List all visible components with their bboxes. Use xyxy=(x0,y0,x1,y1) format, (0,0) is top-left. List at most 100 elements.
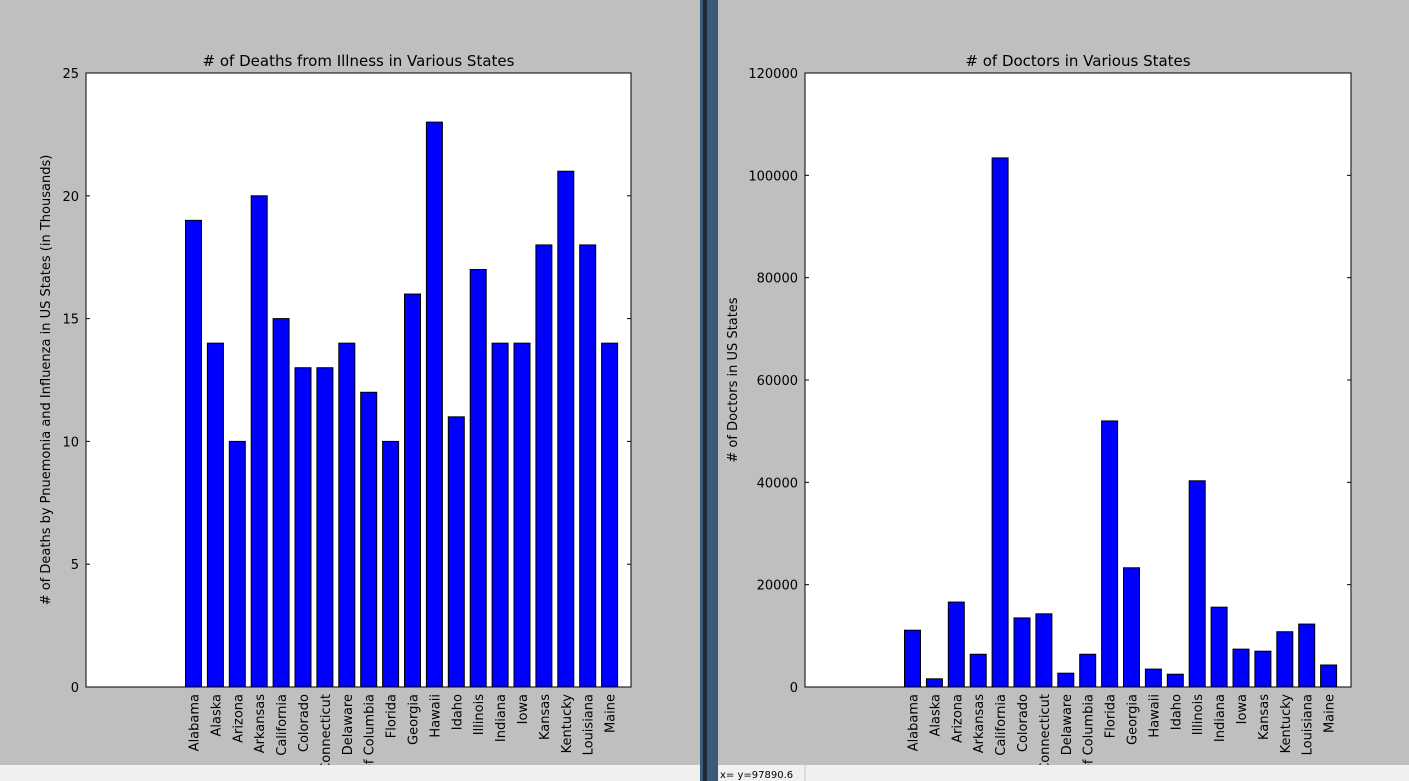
x-tick-label: Arkansas xyxy=(972,694,987,753)
bar xyxy=(447,416,465,688)
plot-area xyxy=(804,72,1352,688)
bar xyxy=(557,170,575,688)
x-tick-label: Idaho xyxy=(450,694,465,730)
bar xyxy=(250,195,268,688)
bar xyxy=(491,342,509,688)
x-tick-label: Connecticut xyxy=(1038,694,1053,772)
status-bar-right xyxy=(718,765,1409,781)
x-tick-label: Louisiana xyxy=(582,694,597,755)
bar xyxy=(469,268,487,688)
x-tick-label: Florida xyxy=(385,694,400,738)
x-tick-label: District of Columbia xyxy=(1082,694,1097,781)
x-tick-label: Georgia xyxy=(1126,694,1141,745)
y-tick-label: 20 xyxy=(62,190,79,205)
x-tick-label: Maine xyxy=(604,694,619,733)
bar xyxy=(904,629,921,688)
y-axis-label: # of Deaths by Pnuemonia and Influenza i… xyxy=(39,155,54,606)
y-tick-label: 25 xyxy=(62,67,79,82)
y-tick-label: 0 xyxy=(71,681,79,696)
x-tick-label: Indiana xyxy=(494,694,509,742)
y-tick-label: 120000 xyxy=(748,67,798,82)
bar xyxy=(513,342,531,688)
y-tick-label: 10 xyxy=(62,435,79,450)
x-tick-label: Idaho xyxy=(1169,694,1184,730)
bar xyxy=(1079,653,1097,688)
y-tick-label: 100000 xyxy=(748,169,798,184)
x-tick-label: Colorado xyxy=(297,694,312,752)
chart-title: # of Doctors in Various States xyxy=(965,52,1190,70)
x-tick-label: Hawaii xyxy=(428,694,443,738)
x-tick-label: Alabama xyxy=(188,694,203,751)
bar xyxy=(185,219,202,688)
y-tick-label: 5 xyxy=(71,558,79,573)
x-tick-label: Delaware xyxy=(341,694,356,755)
bar xyxy=(1013,617,1031,688)
bar xyxy=(294,367,312,688)
x-tick-label: Kansas xyxy=(1257,694,1272,740)
bar xyxy=(1166,673,1184,688)
divider-edge xyxy=(703,0,707,781)
bar xyxy=(535,244,553,688)
bar xyxy=(1254,650,1272,688)
bar xyxy=(1123,567,1140,688)
bar xyxy=(925,678,943,688)
bar xyxy=(1232,648,1250,688)
status-text: x= y=97890.6 xyxy=(720,770,793,781)
x-tick-label: Colorado xyxy=(1016,694,1031,752)
bar xyxy=(579,244,597,688)
bar xyxy=(425,121,443,688)
bar xyxy=(1035,613,1053,688)
bar xyxy=(316,367,334,688)
y-axis-label: # of Doctors in US States xyxy=(726,297,741,462)
x-tick-label: Georgia xyxy=(407,694,422,745)
y-tick-label: 60000 xyxy=(757,374,798,389)
bar xyxy=(969,653,987,688)
bar xyxy=(1057,672,1075,688)
x-tick-label: Arizona xyxy=(231,694,246,743)
bar xyxy=(1276,631,1294,688)
x-tick-label: Kansas xyxy=(538,694,553,740)
bar xyxy=(1298,623,1316,688)
window-divider xyxy=(700,0,718,781)
bar xyxy=(1101,420,1119,688)
x-tick-label: Louisiana xyxy=(1301,694,1316,755)
bar xyxy=(382,440,400,688)
x-tick-label: Delaware xyxy=(1060,694,1075,755)
bar xyxy=(404,293,421,688)
bar xyxy=(1320,664,1338,688)
x-tick-label: Hawaii xyxy=(1147,694,1162,738)
x-tick-label: Connecticut xyxy=(319,694,334,772)
chart-title: # of Deaths from Illness in Various Stat… xyxy=(203,52,515,70)
bar xyxy=(1144,668,1162,688)
x-tick-label: Indiana xyxy=(1213,694,1228,742)
x-tick-label: Maine xyxy=(1323,694,1338,733)
x-tick-label: Kentucky xyxy=(560,694,575,754)
x-tick-label: Arkansas xyxy=(253,694,268,753)
x-tick-label: Iowa xyxy=(1235,694,1250,724)
y-tick-label: 0 xyxy=(790,681,798,696)
x-tick-label: Kentucky xyxy=(1279,694,1294,754)
y-tick-label: 80000 xyxy=(757,272,798,287)
x-tick-label: Alaska xyxy=(209,694,224,737)
bar xyxy=(360,391,378,688)
x-tick-label: Alaska xyxy=(928,694,943,737)
x-tick-label: Iowa xyxy=(516,694,531,724)
x-tick-label: Alabama xyxy=(907,694,922,751)
charts: # of Deaths from Illness in Various Stat… xyxy=(39,52,1352,781)
x-tick-label: California xyxy=(994,694,1009,756)
y-tick-label: 20000 xyxy=(757,579,798,594)
bar xyxy=(947,601,965,688)
bar xyxy=(991,157,1009,688)
x-tick-label: California xyxy=(275,694,290,756)
status-bar-left xyxy=(0,765,700,781)
y-tick-label: 40000 xyxy=(757,476,798,491)
x-tick-label: Arizona xyxy=(950,694,965,743)
bar xyxy=(1210,606,1228,688)
bar xyxy=(338,342,356,688)
y-tick-label: 15 xyxy=(62,313,79,328)
x-tick-label: Illinois xyxy=(1191,694,1206,735)
bar xyxy=(272,318,290,688)
x-tick-label: District of Columbia xyxy=(363,694,378,781)
bar xyxy=(1188,480,1206,688)
